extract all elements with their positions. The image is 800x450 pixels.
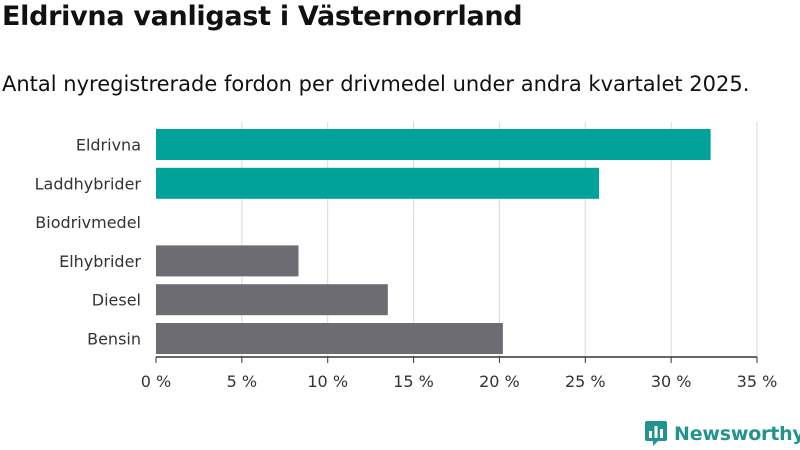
x-tick-label: 10 % (307, 372, 348, 391)
bar (156, 245, 299, 277)
x-tick-label: 0 % (141, 372, 171, 391)
newsworthy-logo-icon (645, 421, 667, 446)
x-tick-label: 20 % (479, 372, 520, 391)
newsworthy-logo[interactable]: Newsworthy (644, 420, 800, 447)
bar (156, 129, 711, 160)
x-tick-label: 30 % (651, 372, 692, 391)
chart-subtitle: Antal nyregistrerade fordon per drivmede… (2, 72, 750, 96)
category-label: Biodrivmedel (35, 213, 141, 232)
newsworthy-logo-text: Newsworthy (674, 422, 800, 445)
chart-title: Eldrivna vanligast i Västernorrland (2, 1, 523, 32)
x-tick-label: 25 % (565, 372, 606, 391)
x-tick-label: 35 % (737, 372, 778, 391)
x-tick-label: 15 % (393, 372, 434, 391)
category-label: Laddhybrider (35, 174, 142, 193)
bar (156, 167, 600, 199)
bar (156, 284, 388, 316)
category-label: Diesel (92, 291, 141, 310)
category-label: Eldrivna (76, 136, 141, 155)
category-label: Elhybrider (59, 252, 141, 271)
category-label: Bensin (87, 330, 141, 349)
bar (156, 323, 503, 354)
x-tick-label: 5 % (227, 372, 257, 391)
